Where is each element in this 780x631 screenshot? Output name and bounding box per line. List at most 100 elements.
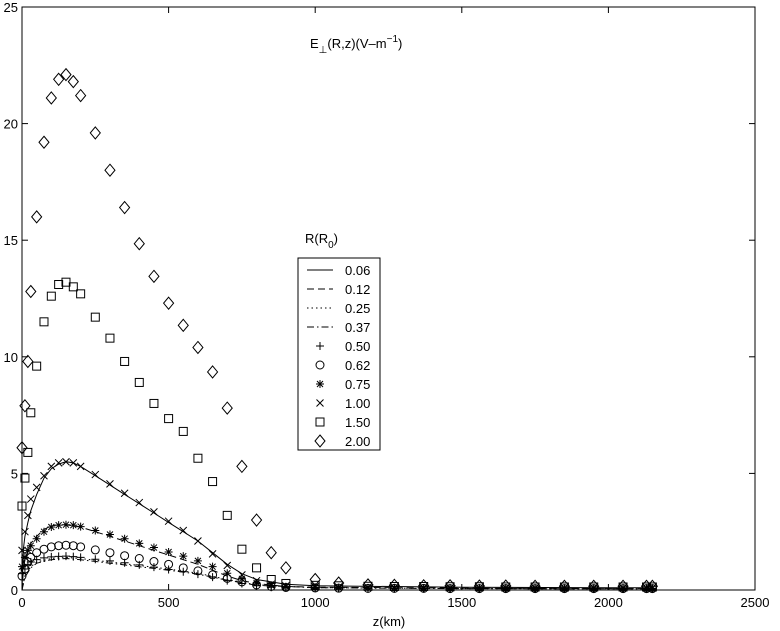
legend-label: 2.00 (345, 434, 370, 449)
plus-point (69, 552, 78, 561)
circle-point (178, 563, 188, 573)
diamond-point (362, 578, 374, 592)
square-point (252, 563, 262, 573)
legend-item-0.62: 0.62 (315, 358, 370, 373)
cross-point (18, 546, 26, 555)
diamond-point (529, 579, 541, 594)
legend-label: 0.12 (345, 282, 370, 297)
diamond-point (221, 401, 233, 415)
legend-label: 0.62 (345, 358, 370, 373)
square-point (237, 544, 247, 554)
legend-item-0.06: 0.06 (307, 263, 370, 278)
series-1.00 (18, 457, 657, 592)
legend-label: 0.25 (345, 301, 370, 316)
diamond-point (333, 576, 345, 590)
asterisk-point (164, 547, 173, 556)
diamond-point (22, 354, 34, 369)
cross-point (62, 457, 70, 466)
x-tick-label: 0 (18, 595, 25, 610)
diamond-point (236, 459, 248, 474)
cross-point (238, 570, 246, 579)
square-point (164, 414, 174, 424)
diamond-point (309, 572, 321, 587)
asterisk-point (179, 552, 188, 561)
diamond-point (60, 67, 72, 82)
square-point (334, 581, 344, 591)
square-point (54, 280, 64, 290)
square-point (68, 282, 78, 292)
asterisk-point (26, 541, 35, 550)
square-point (76, 289, 86, 299)
legend-label: 0.37 (345, 320, 370, 335)
asterisk-point (18, 562, 26, 571)
cross-point (164, 517, 173, 526)
diamond-point (25, 284, 37, 299)
circle-point (134, 554, 144, 564)
plus-point (54, 552, 63, 561)
y-tick-label: 5 (11, 466, 18, 481)
plus-point (164, 565, 173, 574)
circle-point (164, 559, 174, 569)
square-point (222, 510, 232, 520)
square-point (39, 317, 49, 327)
asterisk-point (54, 521, 63, 530)
diamond-point (67, 74, 79, 89)
asterisk-point (32, 534, 41, 543)
y-tick-label: 20 (4, 117, 18, 132)
square-point (61, 277, 71, 287)
square-point (105, 333, 115, 343)
axis-ticks: 0 500 1000 1500 2000 2500 0 5 10 15 20 25 (4, 0, 770, 610)
cross-point (267, 580, 276, 589)
plus-point (91, 555, 100, 564)
square-point (120, 356, 130, 366)
circle-point (54, 541, 64, 551)
diamond-point (388, 578, 401, 593)
diamond-point (418, 579, 430, 593)
asterisk-point (237, 574, 246, 583)
legend-item-0.75: 0.75 (316, 377, 370, 392)
square-point (281, 578, 291, 588)
diamond-point (473, 579, 486, 593)
square-point (310, 580, 320, 590)
series-0.12 (21, 524, 653, 591)
cross-point (47, 462, 56, 471)
plus-point (223, 576, 232, 585)
diamond-point (265, 545, 277, 560)
square-point (266, 575, 276, 585)
diamond-point (148, 269, 160, 284)
cross-point (364, 583, 372, 592)
asterisk-point (267, 581, 276, 590)
diamond-point (162, 296, 175, 310)
legend-title: R(R0) (305, 231, 338, 251)
diamond-point (280, 561, 292, 575)
plus-point (105, 556, 114, 565)
cross-point (282, 581, 290, 590)
asterisk-point (105, 530, 114, 539)
diamond-point (617, 579, 629, 594)
circle-point (39, 544, 49, 554)
diamond-point (250, 513, 263, 527)
circle-point (61, 540, 71, 550)
square-point (32, 361, 42, 371)
circle-point (46, 542, 56, 552)
plus-point (316, 342, 324, 350)
circle-point (32, 548, 42, 558)
legend-label: 0.75 (345, 377, 370, 392)
plus-point (149, 563, 158, 572)
square-point (315, 417, 325, 427)
asterisk-point (281, 582, 290, 591)
series-0.06 (21, 461, 653, 591)
cross-point (135, 498, 144, 507)
asterisk-point (23, 546, 32, 555)
asterisk-point (135, 539, 144, 548)
diamond-point (38, 135, 50, 150)
diamond-point (52, 72, 65, 87)
legend-item-0.12: 0.12 (307, 282, 370, 297)
asterisk-point (39, 527, 48, 536)
circle-point (90, 545, 100, 555)
diamond-point (646, 579, 659, 594)
diamond-point (74, 88, 87, 103)
legend-label: 1.50 (345, 415, 370, 430)
legend: 0.06 0.12 0.25 0.37 0.50 0.62 0.75 1.00 1.50 2.00 (307, 263, 370, 449)
asterisk-point (193, 556, 202, 565)
